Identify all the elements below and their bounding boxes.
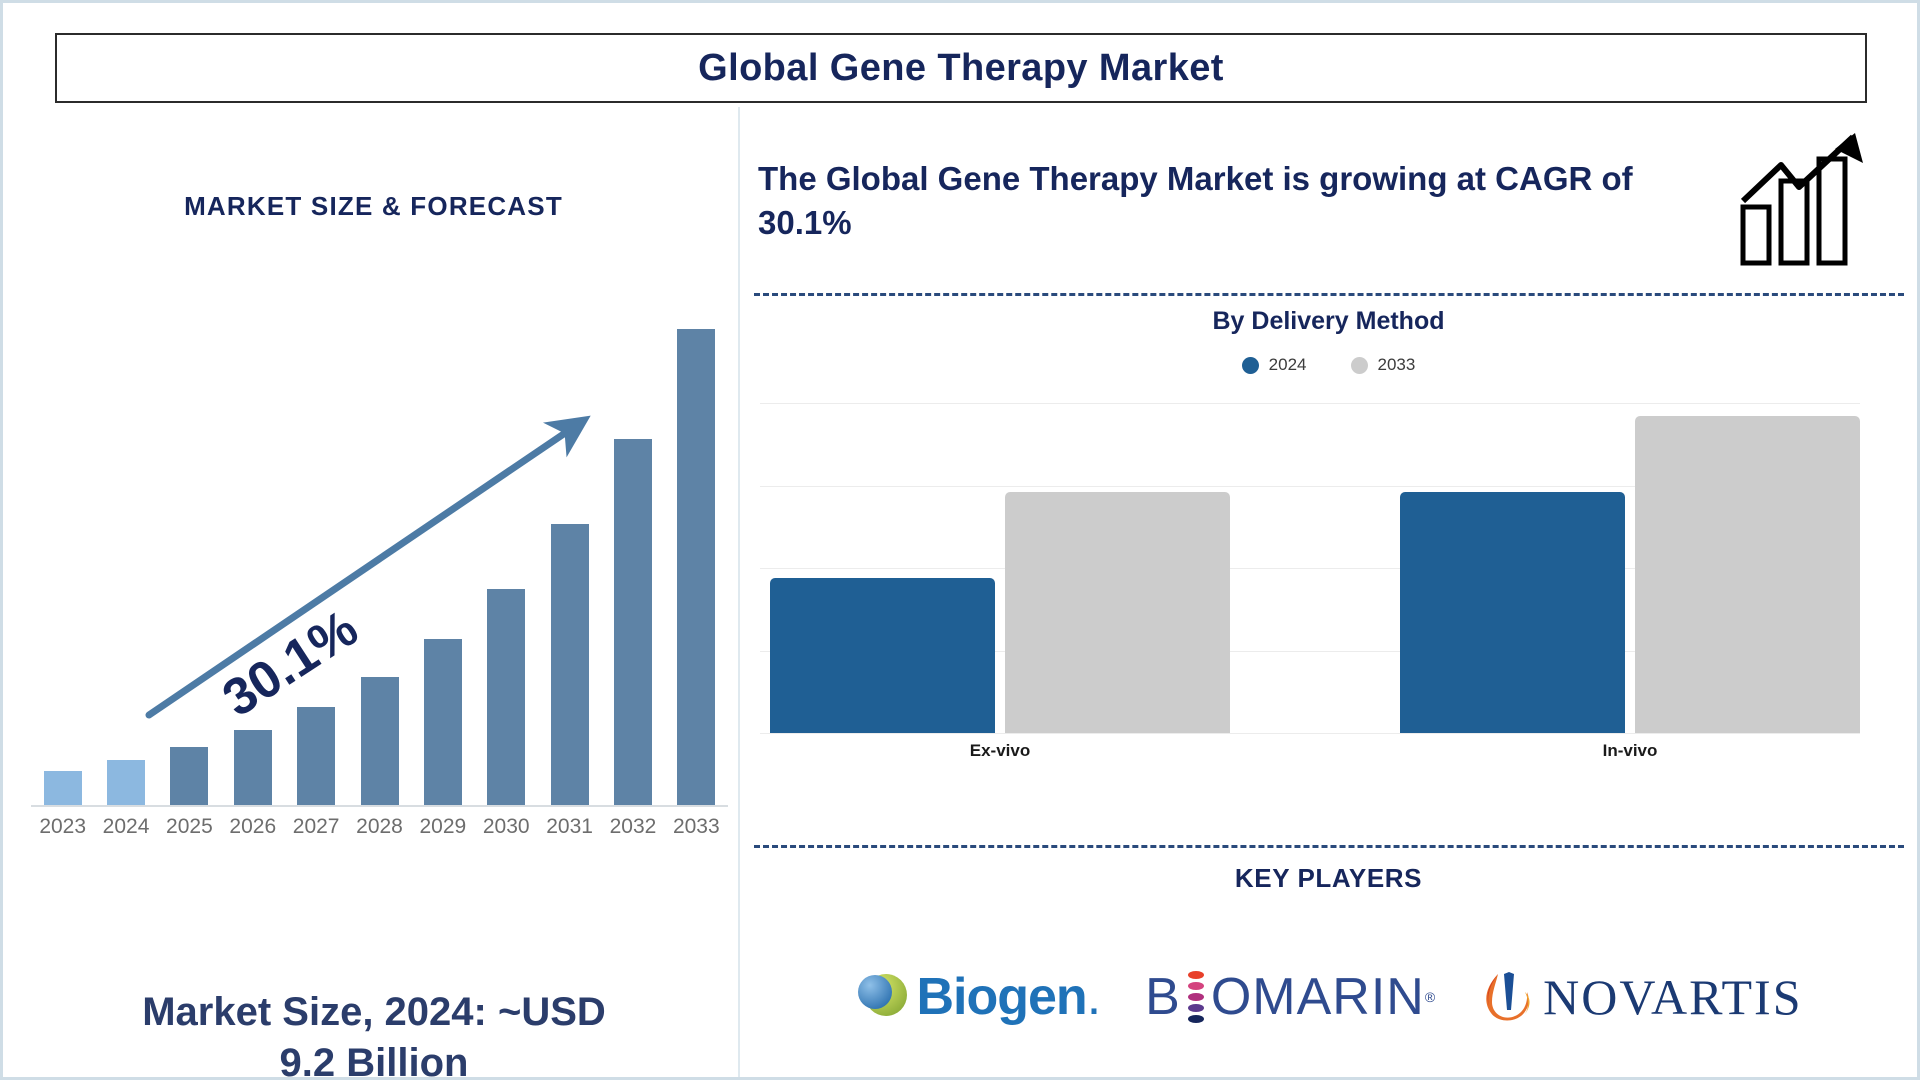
logo-novartis: NOVARTIS: [1479, 966, 1802, 1028]
market-bar-2032: [613, 439, 652, 805]
key-players-logos: Biogen . B OMARIN ®: [740, 927, 1917, 1067]
biogen-sphere-icon: [858, 974, 908, 1016]
delivery-bar-Ex-vivo-2033: [1005, 492, 1230, 733]
delivery-category-labels: Ex-vivo In-vivo: [760, 741, 1900, 771]
biomarin-letter-b: B: [1145, 968, 1181, 1026]
gridline: [760, 733, 1860, 734]
year-label-2029: 2029: [419, 815, 467, 838]
market-size-forecast-heading: MARKET SIZE & FORECAST: [184, 191, 563, 221]
cagr-headline: The Global Gene Therapy Market is growin…: [758, 160, 1633, 242]
legend-item-2024[interactable]: 2024: [1241, 355, 1307, 375]
delivery-method-legend: 2024 2033: [740, 355, 1917, 375]
by-delivery-method-chart: [760, 403, 1900, 734]
delivery-bar-Ex-vivo-2024: [770, 577, 995, 733]
legend-dot-icon-2033: [1350, 356, 1368, 374]
year-label-2032: 2032: [609, 815, 657, 838]
biogen-wordmark: Biogen: [916, 968, 1087, 1026]
market-bar-2028: [360, 677, 399, 805]
year-label-2033: 2033: [672, 815, 720, 838]
growth-bar-chart-arrow-icon: [1740, 133, 1863, 266]
by-delivery-method-title: By Delivery Method: [1212, 307, 1445, 335]
gridline: [760, 403, 1860, 404]
year-label-2024: 2024: [102, 815, 150, 838]
year-label-2027: 2027: [292, 815, 340, 838]
divider-dashed-bottom: [754, 845, 1904, 848]
year-label-2023: 2023: [39, 815, 87, 838]
year-label-2030: 2030: [482, 815, 530, 838]
legend-label-2024: 2024: [1268, 355, 1307, 374]
market-bar-2027: [297, 706, 336, 805]
delivery-bar-In-vivo-2024: [1400, 492, 1625, 733]
page-title-box: Global Gene Therapy Market: [55, 33, 1867, 103]
market-size-footer-line1: Market Size, 2024: ~USD: [142, 990, 606, 1034]
market-size-footer-line2: 9.2 Billion: [279, 1041, 469, 1080]
legend-item-2033[interactable]: 2033: [1350, 355, 1416, 375]
novartis-wordmark: NOVARTIS: [1543, 969, 1803, 1025]
delivery-bar-In-vivo-2033: [1635, 416, 1860, 733]
divider-dashed-top: [754, 293, 1904, 296]
market-bar-2024: [107, 760, 146, 805]
page-title: Global Gene Therapy Market: [698, 46, 1224, 89]
left-panel: MARKET SIZE & FORECAST 30.1% 2023 2024 202…: [9, 107, 738, 1080]
column-plot-area: [31, 297, 728, 805]
gridline: [760, 568, 1860, 569]
panel-divider: [738, 107, 740, 1077]
biomarin-wordmark: OMARIN: [1210, 968, 1425, 1026]
category-label-Ex-vivo: Ex-vivo: [969, 741, 1031, 760]
right-panel: The Global Gene Therapy Market is growin…: [740, 107, 1917, 1077]
market-bar-2026: [233, 729, 272, 805]
legend-dot-icon-2024: [1241, 356, 1259, 374]
biomarin-dna-dots-icon: [1187, 971, 1204, 1023]
logo-biogen: Biogen .: [854, 967, 1101, 1027]
gridline: [760, 485, 1860, 487]
market-bar-2033: [677, 329, 716, 805]
market-bar-2025: [170, 746, 209, 805]
year-label-2026: 2026: [229, 815, 277, 838]
market-bar-2030: [487, 588, 526, 805]
market-bar-2029: [423, 639, 462, 805]
category-label-In-vivo: In-vivo: [1602, 741, 1658, 760]
gridline: [760, 650, 1860, 652]
market-bar-2023: [43, 770, 82, 805]
year-label-2031: 2031: [546, 815, 593, 838]
legend-label-2033: 2033: [1377, 355, 1416, 374]
novartis-flame-icon: [1486, 972, 1530, 1021]
biomarin-registered-mark: ®: [1424, 989, 1436, 1005]
market-size-footer: Market Size, 2024: ~USD 9.2 Billion: [39, 987, 709, 1080]
x-axis-line: [31, 805, 728, 807]
market-bar-2031: [550, 523, 589, 805]
logo-biomarin: B OMARIN ®: [1145, 967, 1435, 1027]
key-players-title: KEY PLAYERS: [1234, 863, 1423, 893]
biogen-period: .: [1086, 968, 1102, 1026]
market-size-forecast-chart: 30.1% 2023 2024 2025 2026 2027 2028 2029 2030 20…: [23, 297, 728, 842]
year-axis-labels: 2023 2024 2025 2026 2027 2028 2029 2030 2031 2032…: [31, 815, 728, 855]
year-label-2028: 2028: [356, 815, 403, 838]
year-label-2025: 2025: [166, 815, 213, 838]
